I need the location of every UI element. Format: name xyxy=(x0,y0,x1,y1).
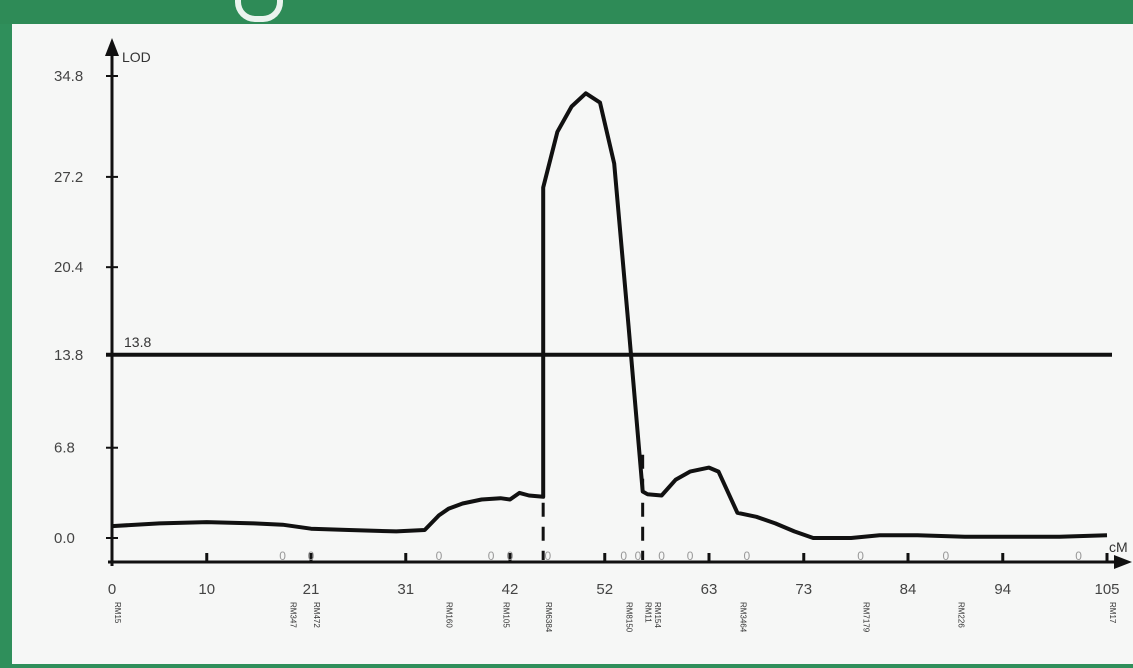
x-tick-label: 84 xyxy=(900,581,917,598)
marker-label: RM160 xyxy=(445,602,454,628)
chart-panel: LOD cM 0.0 6.8 13.8 20.4 27.2 34.8 0 10 21 31 42 52 63… xyxy=(12,24,1133,664)
x-tick-label: 94 xyxy=(994,581,1011,598)
y-tick-label: 13.8 xyxy=(54,347,83,364)
lod-curve xyxy=(111,91,1108,540)
x-tick-label: 52 xyxy=(596,581,613,598)
x-tick-label: 42 xyxy=(502,581,519,598)
y-tick-label: 27.2 xyxy=(54,169,83,186)
x-tick-label: 10 xyxy=(198,581,215,598)
marker-label: RM11 xyxy=(644,602,653,623)
zero-mark: 0 xyxy=(436,549,443,563)
lod-chart: LOD cM 0.0 6.8 13.8 20.4 27.2 34.8 0 10 21 31 42 52 63… xyxy=(54,38,1132,633)
zero-mark: 0 xyxy=(620,549,627,563)
y-axis-arrow xyxy=(105,38,119,56)
marker-label: RM15 xyxy=(113,602,122,624)
marker-label: RM17 xyxy=(1108,602,1117,624)
zero-mark: 0 xyxy=(857,549,864,563)
zero-mark: 0 xyxy=(308,549,315,563)
x-tick-label: 105 xyxy=(1094,581,1119,598)
zero-mark: 0 xyxy=(545,549,552,563)
marker-label: RM226 xyxy=(956,602,965,628)
marker-label: RM7179 xyxy=(862,602,871,633)
x-tick-label: 0 xyxy=(108,581,116,598)
threshold-label: 13.8 xyxy=(124,334,151,350)
marker-label: RM347 xyxy=(288,602,297,628)
marker-label: RM3464 xyxy=(738,602,747,633)
marker-label: RM8150 xyxy=(625,602,634,633)
zero-mark: 0 xyxy=(507,549,514,563)
y-axis-label: LOD xyxy=(122,49,151,65)
zero-mark: 0 xyxy=(687,549,694,563)
marker-label: RM105 xyxy=(502,602,511,628)
y-tick-label: 20.4 xyxy=(54,259,83,276)
y-tick-label: 0.0 xyxy=(54,530,75,547)
zero-mark: 0 xyxy=(488,549,495,563)
marker-label: RM6384 xyxy=(544,602,553,633)
zero-mark: 0 xyxy=(279,549,286,563)
x-axis-arrow xyxy=(1114,555,1132,569)
x-tick-label: 63 xyxy=(701,581,718,598)
x-tick-label: 73 xyxy=(795,581,812,598)
zero-mark: 0 xyxy=(744,549,751,563)
zero-mark: 0 xyxy=(1075,549,1082,563)
y-tick-label: 6.8 xyxy=(54,440,75,457)
header-band xyxy=(0,0,1133,24)
marker-label: RM472 xyxy=(312,602,321,628)
marker-label: RM154 xyxy=(653,602,662,628)
zero-mark: 0 xyxy=(635,549,642,563)
zero-mark: 0 xyxy=(943,549,950,563)
x-axis-label: cM xyxy=(1109,539,1128,555)
header-logo-fragment xyxy=(235,0,283,22)
x-tick-label: 31 xyxy=(397,581,414,598)
x-tick-label: 21 xyxy=(303,581,320,598)
zero-mark: 0 xyxy=(658,549,665,563)
y-tick-label: 34.8 xyxy=(54,68,83,85)
